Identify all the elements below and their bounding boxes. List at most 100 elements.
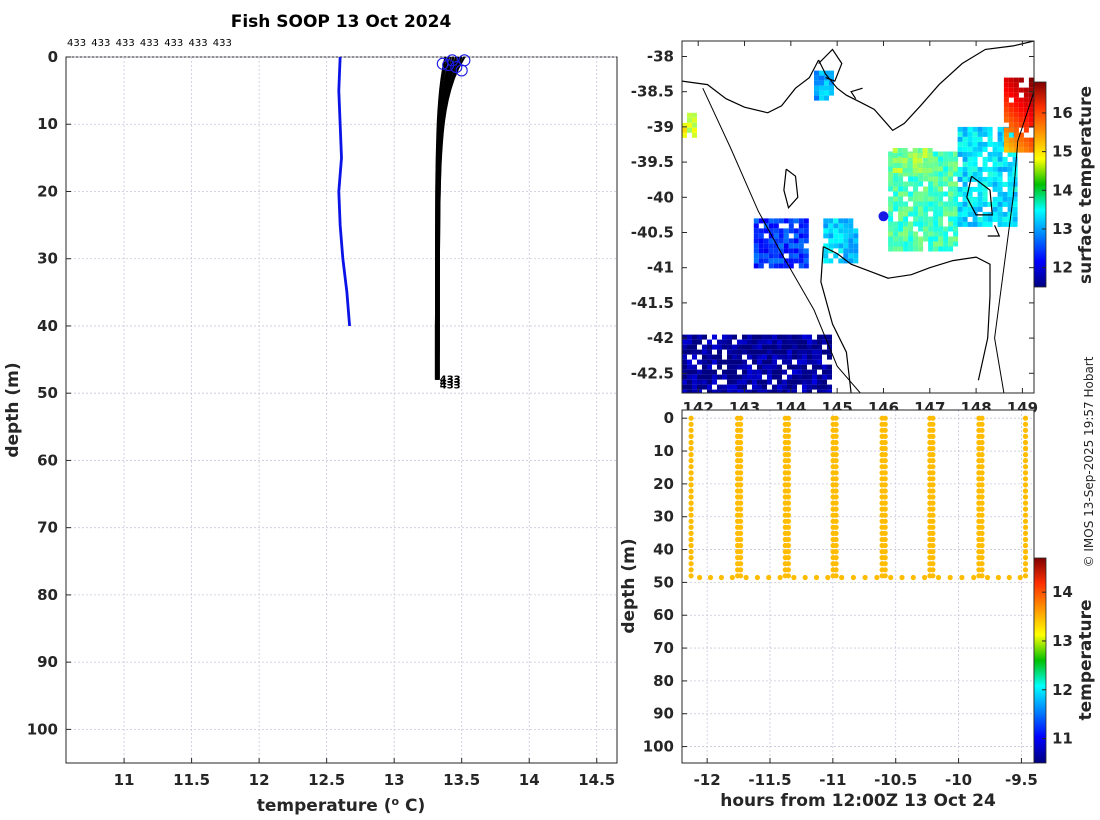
sst-cell [992, 196, 998, 202]
sst-cell [907, 153, 913, 158]
sst-cell [913, 216, 919, 222]
temperature-point [738, 506, 744, 512]
sst-cell [797, 364, 802, 370]
sst-cell [953, 236, 959, 242]
sst-cell [778, 243, 784, 249]
sst-cell [727, 344, 732, 350]
sst-cell [1028, 142, 1034, 148]
sst-cell [977, 141, 983, 147]
sst-cell [828, 238, 834, 244]
temperature-point [743, 574, 749, 581]
sst-cell [702, 384, 707, 390]
sst-cell [732, 374, 737, 380]
sst-cell [948, 156, 954, 162]
sst-cell [819, 85, 824, 91]
temperature-point [688, 433, 694, 439]
profile-y-tick-label: 20 [37, 182, 58, 200]
sst-cell [822, 349, 827, 355]
temperature-point [882, 439, 888, 446]
sst-cell [1018, 112, 1024, 118]
sst-cell [967, 156, 973, 162]
sst-cell [903, 186, 909, 192]
sst-cell [682, 334, 687, 340]
sst-cell [1007, 131, 1013, 137]
temperature-point [1022, 573, 1029, 579]
sst-patch [814, 70, 834, 101]
sst-cell [992, 176, 998, 182]
sst-cell [758, 218, 764, 224]
sst-cell [1007, 176, 1013, 182]
sst-cell [908, 226, 914, 232]
temperature-point [1022, 470, 1029, 476]
sst-cell [1002, 221, 1008, 227]
temperature-point [785, 500, 792, 506]
sst-cell [923, 206, 929, 212]
temperature-point [833, 567, 839, 573]
temperature-point [882, 445, 888, 452]
sst-cell [798, 243, 804, 249]
temperature-point [930, 433, 936, 439]
sst-cell [848, 248, 854, 254]
sst-cell [997, 156, 1003, 162]
sst-cell [792, 354, 797, 360]
temperature-point [1022, 458, 1029, 464]
temperature-point [813, 574, 820, 581]
temperature-point [850, 574, 857, 581]
sst-cell [922, 153, 928, 158]
temperature-point [882, 555, 888, 561]
sst-cell [787, 389, 792, 393]
temperature-point [930, 445, 936, 452]
sst-cell [783, 228, 789, 234]
sst-cell [787, 379, 792, 385]
sst-cell [962, 131, 968, 137]
sst-cell [992, 206, 998, 212]
sst-cell [992, 201, 998, 207]
sst-cell [768, 228, 774, 234]
temperature-point [930, 464, 936, 470]
sst-patch [682, 112, 697, 138]
temperature-point [910, 574, 916, 581]
map-y-tick-label: -39.5 [631, 153, 674, 171]
temperature-point [785, 573, 792, 579]
sst-cell [817, 374, 822, 380]
temperature-point [833, 476, 839, 482]
temperature-point [947, 574, 953, 581]
sst-cell [1012, 181, 1018, 187]
sst-cell [1023, 87, 1029, 93]
sst-cell [848, 223, 854, 229]
profile-y-tick-label: 40 [37, 317, 58, 335]
sst-cell [933, 176, 939, 182]
sst-cell [692, 132, 697, 138]
sst-cell [1018, 132, 1024, 138]
sst-cell [962, 196, 968, 202]
sst-cell [948, 151, 954, 157]
sst-cell [928, 206, 934, 212]
sst-cell [1023, 97, 1029, 103]
sst-cell [827, 334, 832, 340]
sst-cell [1002, 166, 1008, 172]
sst-cell [772, 359, 777, 365]
time-x-tick-label: -9.5 [1005, 771, 1038, 789]
sst-cell [928, 176, 934, 182]
sst-cell [717, 374, 722, 380]
sst-cell [1002, 201, 1008, 207]
temperature-point [833, 482, 839, 488]
temperature-point [930, 458, 936, 464]
sst-cell [737, 359, 742, 365]
time-colorbar [1033, 557, 1047, 764]
sst-cell [829, 85, 834, 91]
sst-cell [742, 359, 747, 365]
sst-cell [933, 186, 939, 192]
temperature-point [984, 574, 991, 581]
temperature-point [833, 470, 839, 476]
sst-cell [1007, 196, 1013, 202]
temperature-point [688, 494, 694, 500]
sst-cell [822, 339, 827, 345]
sst-cell [702, 334, 707, 340]
time-colorbar-tick-label: 14 [1052, 583, 1073, 601]
sst-cell [953, 151, 959, 157]
sst-cell [938, 196, 944, 202]
sst-cell [687, 117, 692, 123]
sst-cell [898, 231, 904, 237]
temperature-point [688, 512, 694, 518]
